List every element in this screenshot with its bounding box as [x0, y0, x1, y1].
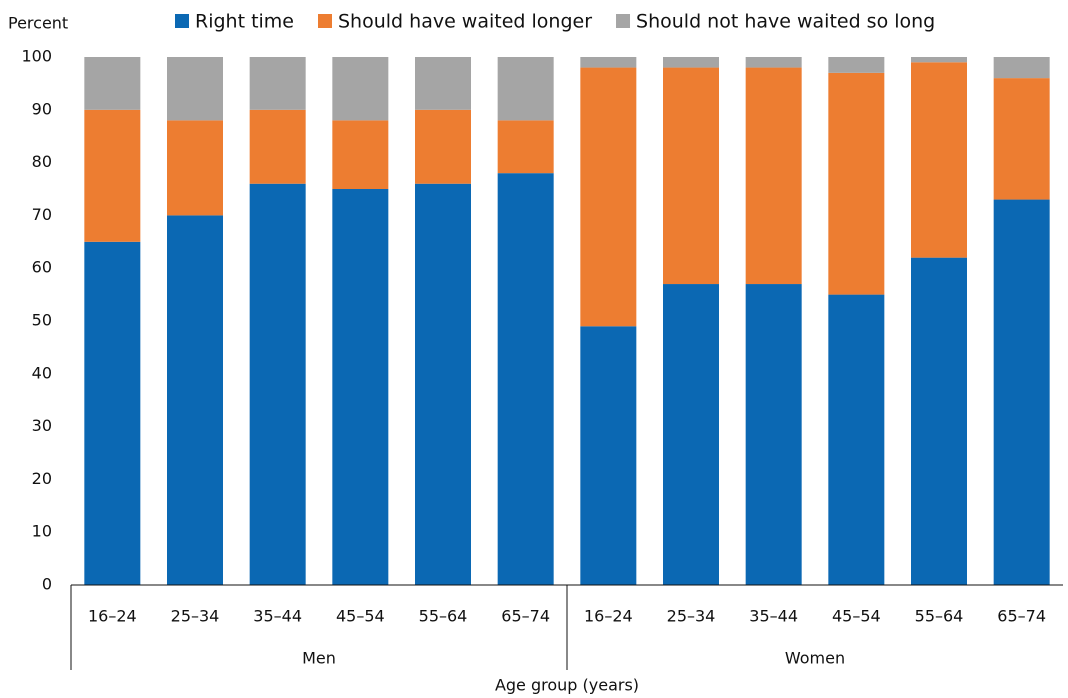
bar-segment — [828, 72, 885, 295]
bar-segment — [415, 109, 471, 184]
bar-segment — [332, 57, 389, 121]
bar-segment — [497, 173, 554, 585]
y-tick-label: 60 — [32, 258, 52, 277]
y-axis-label: Percent — [8, 14, 68, 33]
y-tick-label: 40 — [32, 363, 52, 382]
legend-label: Should have waited longer — [338, 11, 592, 33]
y-tick-label: 0 — [42, 575, 52, 594]
x-tick-label: 35–44 — [253, 607, 302, 626]
bar-segment — [332, 120, 389, 189]
bar-segment — [828, 294, 885, 585]
y-tick-label: 20 — [32, 469, 52, 488]
x-tick-label: 25–34 — [667, 607, 716, 626]
group-label: Men — [302, 649, 336, 668]
y-tick-label: 70 — [32, 205, 52, 224]
x-tick-label: 55–64 — [419, 607, 468, 626]
legend-swatch — [318, 14, 332, 28]
y-tick-label: 50 — [32, 311, 52, 330]
x-tick-label: 55–64 — [915, 607, 964, 626]
bar-segment — [745, 67, 802, 285]
bar-segment — [828, 57, 885, 73]
y-tick-label: 30 — [32, 416, 52, 435]
group-label: Women — [785, 649, 845, 668]
bar-segment — [167, 120, 223, 216]
bar-segment — [249, 183, 306, 585]
legend-swatch — [616, 14, 631, 28]
bar-segment — [497, 57, 554, 121]
legend-label: Right time — [195, 11, 294, 33]
bar-segment — [415, 57, 471, 110]
bar-segment — [663, 57, 719, 68]
bar-segment — [580, 326, 637, 585]
x-axis-label: Age group (years) — [495, 676, 639, 695]
bar-segment — [249, 109, 306, 184]
legend-swatch — [175, 14, 189, 28]
y-tick-label: 10 — [32, 522, 52, 541]
bar-segment — [993, 78, 1050, 200]
bar-segment — [84, 57, 141, 110]
legend-label: Should not have waited so long — [636, 11, 935, 33]
bar-segment — [580, 57, 637, 68]
y-tick-label: 80 — [32, 152, 52, 171]
x-tick-label: 45–54 — [336, 607, 385, 626]
x-tick-label: 45–54 — [832, 607, 881, 626]
bar-segment — [745, 284, 802, 585]
x-tick-label: 25–34 — [171, 607, 220, 626]
bar-segment — [911, 57, 967, 63]
y-tick-label: 100 — [21, 47, 52, 66]
x-tick-label: 16–24 — [584, 607, 633, 626]
bar-segment — [249, 57, 306, 110]
bar-segment — [663, 284, 719, 585]
x-tick-label: 65–74 — [501, 607, 550, 626]
bar-segment — [911, 257, 967, 585]
bar-segment — [84, 241, 141, 586]
bar-segment — [84, 109, 141, 242]
x-tick-label: 35–44 — [749, 607, 798, 626]
x-tick-label: 65–74 — [997, 607, 1046, 626]
bar-segment — [911, 62, 967, 258]
bar-segment — [663, 67, 719, 285]
bar-segment — [167, 215, 223, 585]
bar-segment — [332, 189, 389, 585]
bar-segment — [580, 67, 637, 327]
y-tick-label: 90 — [32, 99, 52, 118]
bar-segment — [415, 183, 471, 585]
bar-segment — [167, 57, 223, 121]
x-tick-label: 16–24 — [88, 607, 137, 626]
bar-segment — [993, 199, 1050, 585]
bar-segment — [497, 120, 554, 174]
bar-segment — [993, 57, 1050, 79]
bar-segment — [745, 57, 802, 68]
